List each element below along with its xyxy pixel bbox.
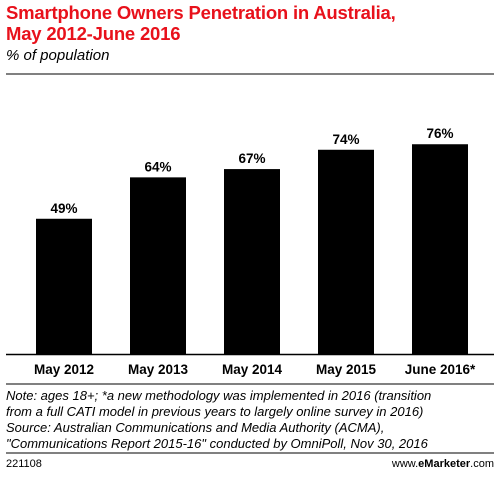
bar-value-label-3: 67% — [238, 151, 265, 166]
bar-2 — [130, 177, 186, 354]
category-label-1: May 2012 — [34, 362, 94, 377]
chart-subtitle: % of population — [6, 47, 110, 64]
brand-prefix: www. — [391, 458, 419, 470]
chart-title-line1: Smartphone Owners Penetration in Austral… — [6, 2, 396, 23]
chart-title: Smartphone Owners Penetration in Austral… — [6, 2, 494, 44]
chart-id: 221108 — [6, 458, 42, 470]
emarketer-brand: www.eMarketer.com — [392, 457, 494, 471]
bar-4 — [318, 149, 374, 354]
bar-value-label-1: 49% — [50, 201, 77, 216]
bars-group: 49% May 2012 64% May 2013 67% May 2014 74% May … — [34, 126, 476, 377]
bar-value-label-2: 64% — [144, 159, 171, 174]
brand-name: eMarketer — [418, 458, 471, 470]
footnote-line3: Source: Australian Communications and Me… — [6, 420, 385, 435]
category-label-4: May 2015 — [316, 362, 377, 377]
bar-value-label-4: 74% — [332, 132, 359, 147]
footnote: Note: ages 18+; *a new methodology was i… — [6, 388, 496, 452]
category-label-2: May 2013 — [128, 362, 189, 377]
category-label-5: June 2016* — [405, 362, 476, 377]
bar-1 — [36, 218, 92, 354]
bar-value-label-5: 76% — [426, 126, 453, 141]
footnote-line1: Note: ages 18+; *a new methodology was i… — [6, 388, 432, 403]
chart-title-line2: May 2012-June 2016 — [6, 23, 181, 44]
category-label-3: May 2014 — [222, 362, 283, 377]
footnote-line2: from a full CATI model in previous years… — [6, 404, 424, 419]
bar-5 — [412, 144, 468, 354]
bar-3 — [224, 169, 280, 354]
footnote-line4: "Communications Report 2015-16" conducte… — [6, 436, 428, 451]
brand-suffix: .com — [470, 458, 494, 470]
